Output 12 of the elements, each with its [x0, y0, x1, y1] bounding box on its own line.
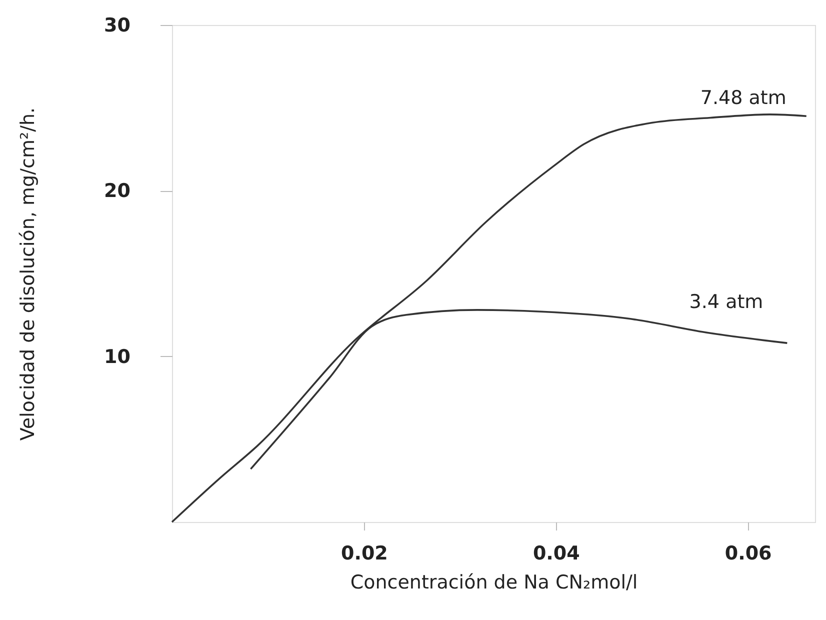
x-tick-label: 0.06: [724, 542, 772, 564]
y-tick-label: 10: [104, 346, 130, 368]
y-axis-title: Velocidad de disolución, mg/cm²/h.: [17, 107, 40, 441]
x-axis-title: Concentración de Na CN₂mol/l: [350, 572, 638, 594]
y-tick-label: 20: [104, 180, 130, 202]
series-label: 3.4 atm: [689, 291, 764, 314]
y-tick-label: 30: [104, 14, 130, 36]
series-label: 7.48 atm: [700, 87, 786, 110]
x-tick-label: 0.02: [340, 542, 388, 564]
line-series: [250, 309, 788, 470]
x-tick-label: 0.04: [532, 542, 580, 564]
line-series: [171, 114, 808, 523]
